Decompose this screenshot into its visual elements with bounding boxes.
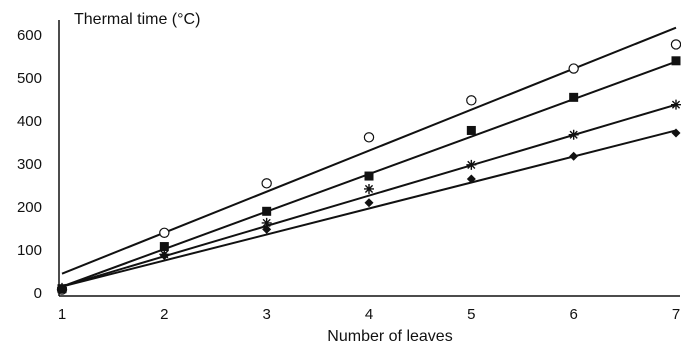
x-tick-label-7: 7 — [672, 306, 680, 323]
data-point-open-circle-3 — [261, 178, 272, 189]
y-tick-labels: 0 100 200 300 400 500 600 — [17, 27, 42, 302]
fit-line-asterisk — [61, 103, 677, 288]
data-point-filled-diamond-2 — [159, 251, 169, 261]
x-tick-label-5: 5 — [467, 306, 475, 323]
x-axis-title: Number of leaves — [327, 328, 452, 345]
y-tick-label-400: 400 — [17, 113, 42, 130]
data-point-filled-square-4 — [364, 171, 374, 181]
data-point-asterisk-7 — [671, 99, 681, 110]
x-tick-label-6: 6 — [569, 306, 577, 323]
data-point-filled-square-3 — [262, 206, 272, 216]
data-point-filled-diamond-1 — [57, 284, 67, 294]
x-tick-label-2: 2 — [160, 306, 168, 323]
data-point-asterisk-5 — [466, 159, 477, 170]
x-tick-label-4: 4 — [365, 306, 373, 323]
y-tick-label-200: 200 — [17, 199, 42, 216]
data-point-filled-diamond-3 — [262, 224, 272, 234]
data-markers — [56, 39, 681, 295]
data-point-asterisk-6 — [568, 129, 579, 140]
y-tick-label-300: 300 — [17, 156, 42, 173]
y-tick-label-0: 0 — [34, 285, 42, 302]
data-point-filled-square-6 — [569, 92, 579, 102]
data-point-open-circle-6 — [568, 63, 579, 74]
data-point-asterisk-4 — [364, 183, 374, 194]
y-tick-label-500: 500 — [17, 70, 42, 87]
x-tick-label-1: 1 — [58, 306, 66, 323]
data-point-filled-square-7 — [671, 56, 681, 66]
y-tick-label-100: 100 — [17, 242, 42, 259]
data-point-filled-diamond-7 — [671, 128, 681, 138]
fit-line-filled-diamond — [61, 129, 677, 288]
data-point-filled-diamond-6 — [569, 151, 579, 161]
axes — [58, 20, 680, 297]
y-axis-title: Thermal time (°C) — [74, 11, 200, 28]
data-point-open-circle-7 — [670, 39, 681, 50]
data-point-open-circle-2 — [159, 227, 170, 238]
data-point-filled-square-5 — [466, 125, 476, 135]
x-tick-labels: 1 2 3 4 5 6 7 — [58, 306, 680, 323]
data-point-filled-diamond-4 — [364, 198, 374, 208]
data-point-filled-diamond-5 — [466, 174, 476, 184]
data-point-asterisk-3 — [261, 217, 272, 228]
fit-line-open-circle — [61, 26, 677, 275]
fit-lines — [61, 26, 677, 288]
data-point-open-circle-4 — [363, 132, 375, 143]
x-tick-label-3: 3 — [262, 306, 270, 323]
data-point-open-circle-5 — [466, 95, 477, 106]
y-tick-label-600: 600 — [17, 27, 42, 44]
data-point-filled-square-2 — [159, 242, 169, 252]
